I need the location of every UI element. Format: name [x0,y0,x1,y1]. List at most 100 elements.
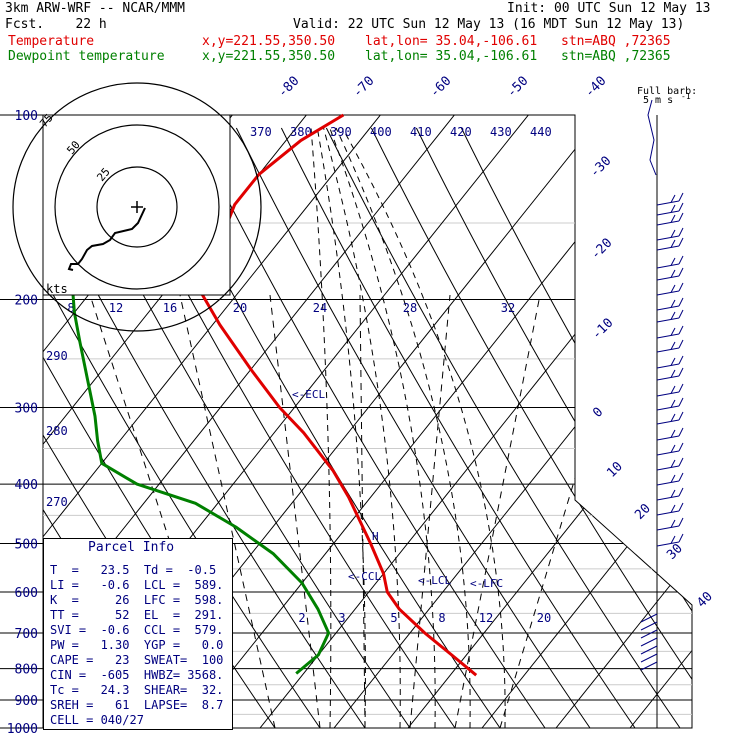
wind-barb [656,305,680,311]
pressure-label: 200 [15,294,38,309]
wind-barb [678,282,684,292]
wind-barb [640,637,658,647]
wind-barb [656,419,680,425]
parcel-row: T = 23.5 Td = -0.5 [50,563,217,577]
wind-barb [670,459,676,468]
wind-barb [678,202,684,212]
wind-barb [678,297,684,307]
moist-adiabat [341,127,506,728]
parcel-row: LI = -0.6 LCL = 589. [50,578,224,592]
init-label: Init: 00 UTC Sun 12 May 13 [507,1,711,16]
mixing-ratio-line [454,294,541,728]
wind-barb [670,229,676,238]
wind-barb [678,367,684,377]
wind-barb [670,385,676,394]
wind-barb [670,204,676,213]
wind-barb [670,311,676,320]
wind-barb [678,212,684,222]
wind-barb [678,267,684,277]
wind-barb [678,237,684,247]
parcel-row: CAPE = 23 SWEAT= 100 [50,653,224,667]
wind-barb [656,450,680,456]
hodograph-units: kts [46,282,68,296]
isotherm [555,115,692,728]
wind-barb [670,474,676,483]
dewpoint-legend: Dewpoint temperature [8,49,165,64]
wind-barb [656,480,680,486]
wind-barb [678,383,684,393]
isotherm [704,115,740,728]
level-marker-ccl: <-CCL [348,570,381,583]
dry-adiabat [190,127,546,728]
wind-barb [670,399,676,408]
pressure-label: 500 [15,537,38,552]
model-label: 3km ARW-WRF -- NCAR/MMM [5,1,186,16]
isotherm-label: 20 [632,501,654,523]
barb-legend-exponent: -1 [681,92,691,101]
theta-label: 440 [530,125,552,139]
wind-barb [670,444,676,453]
wind-barb [640,653,658,663]
wind-barb [656,363,680,369]
parcel-row: K = 26 LFC = 598. [50,593,224,607]
wind-barb [640,645,658,655]
wind-barb [656,220,680,226]
pressure-label: 800 [15,663,38,678]
mixing-ratio-label: 8 [67,301,74,315]
wind-barb [670,284,676,293]
mixing-ratio-label: 16 [163,301,177,315]
pressure-label: 400 [15,478,38,493]
parcel-row: TT = 52 EL = 291. [50,608,224,622]
level-marker-lcl: <-LCL [418,574,451,587]
parcel-row: SREH = 61 LAPSE= 8.7 [50,698,224,712]
parcel-info-panel: Parcel Info T = 23.5 Td = -0.5 LI = -0.6 … [43,538,233,730]
wind-barb [678,533,684,543]
wind-barb [670,429,676,438]
wind-barb [656,333,680,339]
wind-barb [640,613,658,623]
mixing-ratio-line [89,294,231,728]
wind-barb [670,214,676,223]
dewpoint-latlon: lat,lon= 35.04,-106.61 [365,49,538,64]
pressure-label: 700 [15,627,38,642]
wind-barb [670,519,676,528]
wind-barb [640,621,658,631]
wind-barb [656,317,680,323]
adiabat-label: 280 [46,424,68,438]
parcel-title: Parcel Info [88,540,175,555]
wind-barb [656,275,680,281]
mixing-ratio-line [499,294,631,728]
theta-label: 430 [490,125,512,139]
isotherm-label: 10 [604,459,626,481]
isotherm-label: -70 [350,74,377,101]
mixing-ratio-label: 3 [338,611,345,625]
moist-adiabat [323,127,401,728]
isotherm-label: -20 [588,236,615,263]
wind-barb [656,391,680,397]
theta-label: 370 [250,125,272,139]
wind-barb [678,502,684,512]
mixing-ratio-label: 28 [403,301,417,315]
wind-barb [678,339,684,349]
pressure-label: 600 [15,586,38,601]
hodograph-trace [67,207,146,271]
wind-barb [670,413,676,422]
wind-barb [656,541,680,547]
isotherm-label: -60 [427,74,454,101]
wind-barb [678,427,684,437]
wind-barb [656,405,680,411]
isotherm [481,115,692,728]
wind-barb [670,299,676,308]
wind-barb [678,309,684,319]
wind-barb [656,263,680,269]
hodograph-ring [12,82,262,332]
pressure-label: 100 [15,109,38,124]
wind-barb [678,227,684,237]
mixing-ratio-label: 12 [479,611,493,625]
wind-barb [647,99,657,176]
wind-barb [670,504,676,513]
wind-barb [678,397,684,407]
mixing-ratio-label: 20 [537,611,551,625]
wind-barb [670,269,676,278]
wind-barb [670,489,676,498]
